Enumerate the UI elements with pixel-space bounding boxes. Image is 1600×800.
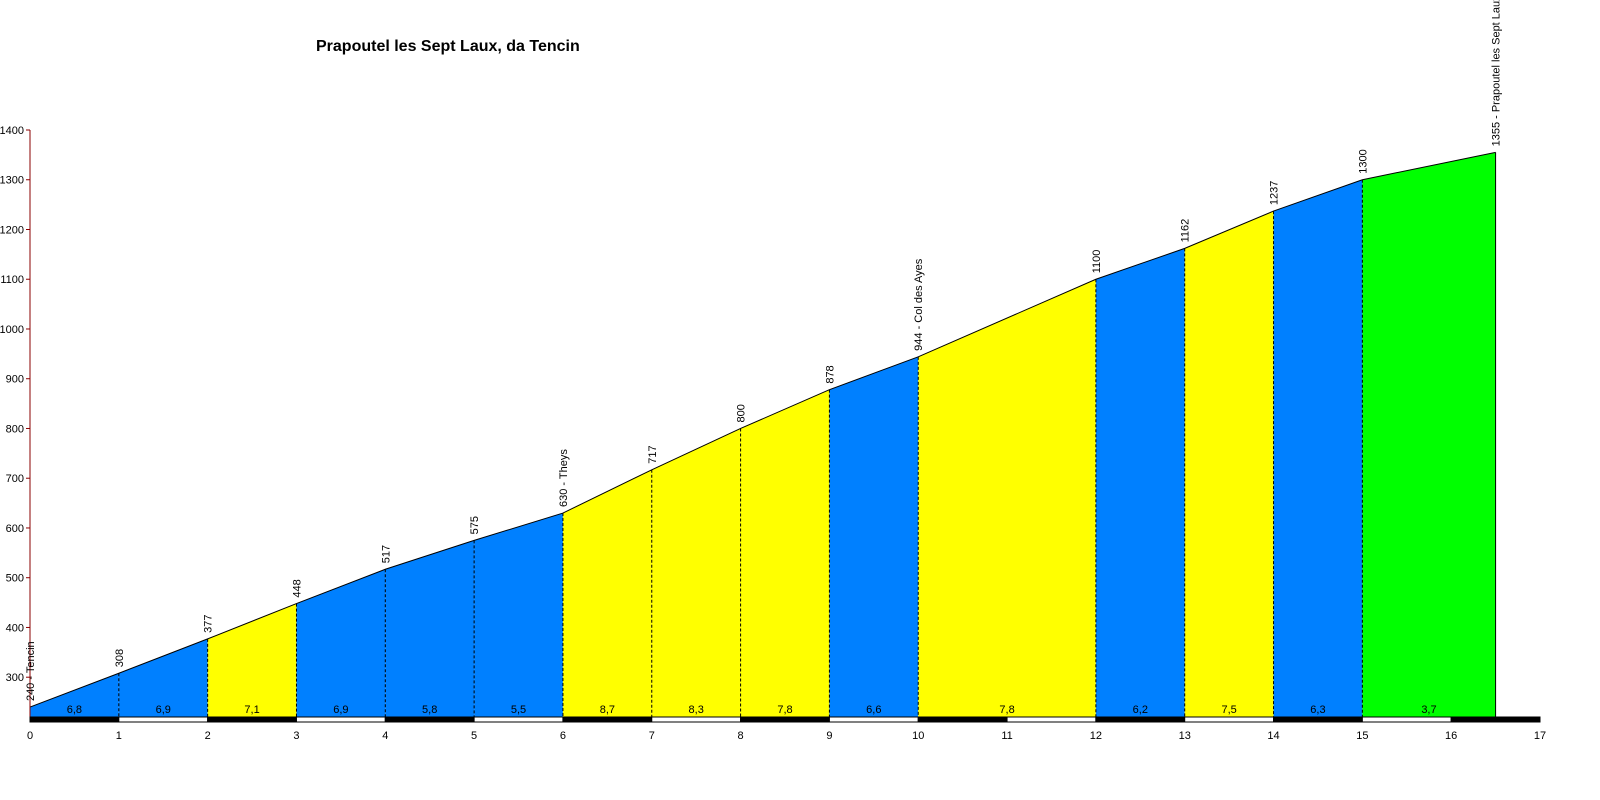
segment-fill bbox=[1184, 211, 1274, 718]
elevation-label: 377 bbox=[203, 615, 215, 633]
segment-fill bbox=[651, 428, 741, 717]
y-tick-label: 500 bbox=[6, 573, 24, 585]
gradient-label: 7,1 bbox=[244, 704, 259, 716]
x-tick-label: 12 bbox=[1090, 730, 1102, 742]
km-band bbox=[740, 716, 830, 723]
gradient-label: 7,5 bbox=[1221, 704, 1236, 716]
km-band bbox=[384, 716, 475, 723]
elevation-label: 575 bbox=[469, 516, 481, 534]
x-tick-label: 9 bbox=[826, 730, 832, 742]
y-tick-label: 1300 bbox=[0, 175, 24, 187]
km-band bbox=[828, 716, 919, 723]
segment-fill bbox=[474, 513, 563, 717]
y-tick-label: 800 bbox=[6, 423, 24, 435]
km-band bbox=[1095, 716, 1186, 723]
x-tick-label: 2 bbox=[205, 730, 211, 742]
km-band bbox=[917, 716, 1008, 723]
km-band bbox=[1361, 716, 1452, 723]
y-tick-label: 1200 bbox=[0, 224, 24, 236]
elevation-label: 517 bbox=[380, 545, 392, 563]
gradient-label: 8,7 bbox=[600, 704, 615, 716]
x-tick-label: 16 bbox=[1445, 730, 1457, 742]
elevation-label: 308 bbox=[114, 649, 126, 667]
x-tick-label: 17 bbox=[1534, 730, 1546, 742]
km-band bbox=[295, 716, 386, 723]
y-tick-label: 600 bbox=[6, 523, 24, 535]
profile-line bbox=[29, 151, 1496, 708]
gradient-label: 6,9 bbox=[156, 704, 171, 716]
segment-fill bbox=[118, 638, 208, 717]
x-tick-label: 10 bbox=[912, 730, 924, 742]
km-band bbox=[562, 716, 653, 723]
x-tick-label: 6 bbox=[560, 730, 566, 742]
km-band bbox=[1450, 716, 1541, 723]
gradient-label: 3,7 bbox=[1421, 704, 1436, 716]
y-tick-label: 1000 bbox=[0, 324, 24, 336]
chart-title: Prapoutel les Sept Laux, da Tencin bbox=[316, 38, 580, 55]
elevation-label: 1100 bbox=[1091, 250, 1103, 274]
segment-fill bbox=[385, 540, 475, 717]
x-tick-label: 1 bbox=[116, 730, 122, 742]
segment-fill bbox=[30, 673, 119, 717]
gradient-label: 6,8 bbox=[67, 704, 82, 716]
y-tick-label: 400 bbox=[6, 622, 24, 634]
y-tick-label: 900 bbox=[6, 374, 24, 386]
elevation-label: 800 bbox=[736, 404, 748, 422]
gradient-label: 7,8 bbox=[999, 704, 1014, 716]
segment-fill bbox=[1273, 179, 1363, 718]
gradient-label: 6,3 bbox=[1310, 704, 1325, 716]
segment-fill bbox=[562, 469, 652, 717]
x-tick-label: 14 bbox=[1267, 730, 1279, 742]
elevation-label: 1237 bbox=[1269, 181, 1281, 205]
segment-fill bbox=[207, 603, 297, 717]
elevation-label: 878 bbox=[824, 365, 836, 383]
elevation-label: 944 - Col des Ayes bbox=[913, 258, 925, 351]
gradient-label: 6,9 bbox=[333, 704, 348, 716]
segment-fill bbox=[1362, 152, 1496, 717]
elevation-label: 240 - Tencin bbox=[25, 641, 37, 701]
x-tick-label: 5 bbox=[471, 730, 477, 742]
x-tick-label: 13 bbox=[1179, 730, 1191, 742]
elevation-label: 1300 bbox=[1357, 149, 1369, 173]
segment-fill bbox=[296, 569, 386, 717]
km-band bbox=[29, 716, 120, 723]
gradient-label: 7,8 bbox=[777, 704, 792, 716]
x-tick-label: 8 bbox=[738, 730, 744, 742]
km-band bbox=[651, 716, 742, 723]
segment-fill bbox=[829, 356, 919, 717]
x-tick-label: 3 bbox=[293, 730, 299, 742]
gradient-label: 5,5 bbox=[511, 704, 526, 716]
gradient-label: 6,6 bbox=[866, 704, 881, 716]
gradient-label: 6,2 bbox=[1133, 704, 1148, 716]
elevation-label: 630 - Theys bbox=[558, 449, 570, 507]
km-band bbox=[118, 716, 209, 723]
km-band bbox=[1184, 716, 1275, 723]
y-tick-label: 1400 bbox=[0, 125, 24, 137]
x-tick-label: 7 bbox=[649, 730, 655, 742]
km-band bbox=[207, 716, 297, 723]
km-band bbox=[1273, 716, 1363, 723]
km-band bbox=[1006, 716, 1097, 723]
x-tick-label: 11 bbox=[1001, 730, 1012, 742]
elevation-label: 1162 bbox=[1180, 219, 1192, 243]
segment-fill bbox=[740, 389, 830, 717]
y-tick-label: 700 bbox=[6, 473, 24, 485]
x-tick-label: 4 bbox=[382, 730, 388, 742]
elevation-label: 1355 - Prapoutel les Sept Laux bbox=[1491, 0, 1503, 146]
x-tick-label: 0 bbox=[27, 730, 33, 742]
elevation-label: 448 bbox=[291, 579, 303, 597]
km-band bbox=[473, 716, 564, 723]
segment-fill bbox=[1095, 248, 1185, 718]
y-tick-label: 300 bbox=[6, 672, 24, 684]
gradient-label: 5,8 bbox=[422, 704, 437, 716]
y-tick-label: 1100 bbox=[0, 274, 24, 286]
x-tick-label: 15 bbox=[1356, 730, 1368, 742]
segment-fill bbox=[918, 279, 1096, 717]
gradient-label: 8,3 bbox=[689, 704, 704, 716]
elevation-label: 717 bbox=[647, 445, 659, 463]
